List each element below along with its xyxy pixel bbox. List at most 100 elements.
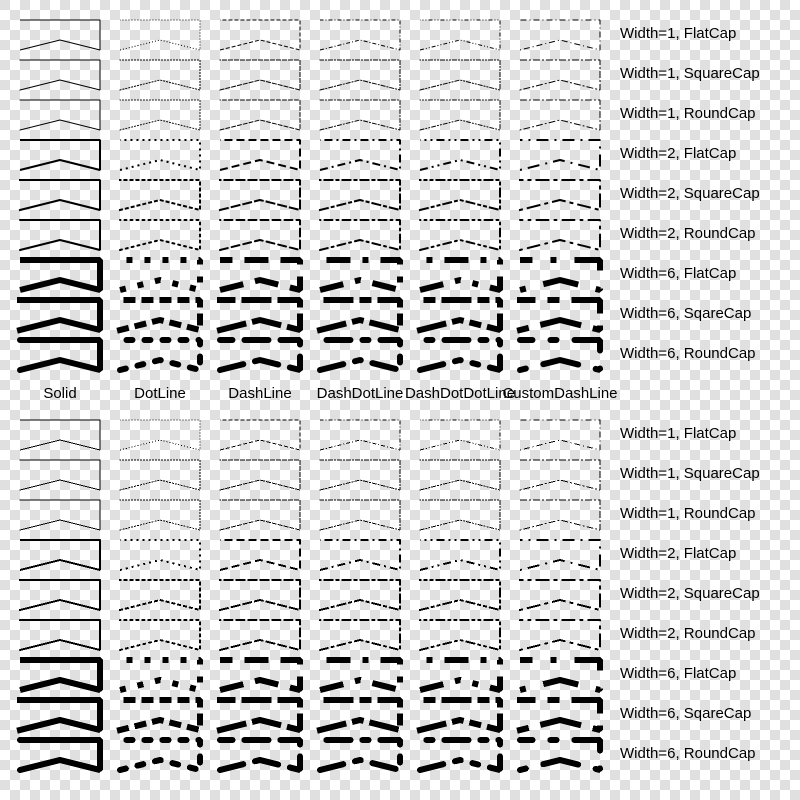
pen-sample-solid-row-6 [19, 619, 101, 651]
pen-sample-customdashline-row-2 [519, 59, 601, 91]
pen-sample-dashdotdotline-row-7 [419, 257, 503, 293]
pen-sample-dashdotline-row-5 [318, 179, 401, 212]
pen-sample-dotline-row-4 [119, 139, 201, 171]
pen-sample-dashdotline-row-7 [319, 257, 403, 293]
pen-sample-dotline-row-5 [118, 179, 201, 212]
pen-sample-customdashline-row-5 [518, 579, 601, 612]
pen-sample-solid-row-7 [19, 257, 103, 293]
pen-sample-solid-row-2 [19, 59, 101, 91]
pen-sample-customdashline-row-9 [517, 337, 603, 373]
pen-sample-customdashline-row-8 [516, 297, 603, 334]
pen-sample-dashdotdotline-row-5 [418, 579, 501, 612]
column-label: DashDotLine [316, 385, 404, 402]
row-label: Width=6, FlatCap [620, 265, 737, 282]
pen-sample-solid-row-8 [16, 297, 103, 334]
pen-sample-dashdotline-row-3 [319, 99, 401, 131]
pen-sample-customdashline-row-7 [519, 657, 603, 693]
row-label: Width=6, RoundCap [620, 345, 756, 362]
pen-sample-solid-row-3 [19, 499, 101, 531]
pen-sample-dashline-row-6 [219, 619, 301, 651]
row-label: Width=2, SquareCap [620, 185, 760, 202]
pen-sample-dashdotline-row-4 [319, 139, 401, 171]
pen-sample-customdashline-row-9 [517, 737, 603, 773]
pen-sample-dotline-row-6 [119, 219, 201, 251]
pen-sample-dashdotdotline-row-2 [419, 59, 501, 91]
pen-sample-dotline-row-4 [119, 539, 201, 571]
row-label: Width=6, RoundCap [620, 745, 756, 762]
pen-sample-dashdotdotline-row-9 [417, 737, 503, 773]
pen-sample-customdashline-row-3 [519, 99, 601, 131]
pen-sample-dashdotdotline-row-1 [419, 19, 501, 51]
pen-sample-customdashline-row-1 [519, 19, 601, 51]
column-label: DashLine [228, 385, 292, 402]
pen-sample-solid-row-5 [18, 179, 101, 212]
pen-sample-dashline-row-7 [219, 257, 303, 293]
pen-sample-dashline-row-7 [219, 657, 303, 693]
pen-sample-dashdotdotline-row-5 [418, 179, 501, 212]
column-label: Solid [43, 385, 77, 402]
pen-sample-dashline-row-6 [219, 219, 301, 251]
row-label: Width=6, FlatCap [620, 665, 737, 682]
pen-sample-solid-row-4 [19, 139, 101, 171]
row-label: Width=1, FlatCap [620, 425, 737, 442]
pen-sample-dashdotdotline-row-2 [419, 459, 501, 491]
row-label: Width=2, RoundCap [620, 625, 756, 642]
row-label: Width=1, RoundCap [620, 505, 756, 522]
pen-sample-dotline-row-3 [119, 99, 201, 131]
pen-sample-customdashline-row-7 [519, 257, 603, 293]
pen-sample-dashdotline-row-6 [319, 219, 401, 251]
pen-sample-dashdotdotline-row-3 [419, 499, 501, 531]
pen-sample-solid-row-2 [19, 459, 101, 491]
pen-sample-dashdotline-row-7 [319, 657, 403, 693]
pen-sample-customdashline-row-2 [519, 459, 601, 491]
pen-sample-dotline-row-8 [116, 297, 203, 334]
pen-sample-dashdotline-row-1 [319, 19, 401, 51]
row-label: Width=2, RoundCap [620, 225, 756, 242]
pen-sample-dashline-row-1 [219, 419, 301, 451]
pen-sample-dashdotline-row-2 [319, 459, 401, 491]
pen-sample-dotline-row-2 [119, 459, 201, 491]
pen-sample-solid-row-7 [19, 657, 103, 693]
pen-sample-dashline-row-1 [219, 19, 301, 51]
pen-sample-dashdotline-row-4 [319, 539, 401, 571]
row-label: Width=6, SqareCap [620, 705, 752, 722]
pen-sample-dotline-row-6 [119, 619, 201, 651]
row-label: Width=2, FlatCap [620, 545, 737, 562]
pen-sample-solid-row-4 [19, 539, 101, 571]
pen-sample-solid-row-1 [19, 19, 101, 51]
pen-sample-customdashline-row-4 [519, 139, 601, 171]
pen-sample-dashdotdotline-row-9 [417, 337, 503, 373]
pen-sample-solid-row-9 [17, 737, 103, 773]
pen-sample-customdashline-row-5 [518, 179, 601, 212]
pen-sample-dashline-row-9 [217, 737, 303, 773]
pen-sample-dashdotdotline-row-6 [419, 619, 501, 651]
pen-sample-dashdotline-row-8 [316, 697, 403, 734]
pen-sample-dotline-row-9 [117, 737, 203, 773]
row-label: Width=1, RoundCap [620, 105, 756, 122]
row-label: Width=1, FlatCap [620, 25, 737, 42]
pen-sample-dotline-row-8 [116, 697, 203, 734]
pen-sample-dotline-row-5 [118, 579, 201, 612]
pen-sample-dashdotline-row-6 [319, 619, 401, 651]
pen-sample-solid-row-1 [19, 419, 101, 451]
pen-sample-dashline-row-8 [216, 297, 303, 334]
pen-sample-dashline-row-4 [219, 539, 301, 571]
pen-sample-customdashline-row-6 [519, 619, 601, 651]
pen-sample-dashdotline-row-3 [319, 499, 401, 531]
pen-sample-dashdotdotline-row-7 [419, 657, 503, 693]
pen-sample-dashline-row-5 [218, 179, 301, 212]
pen-sample-solid-row-5 [18, 579, 101, 612]
pen-sample-solid-row-6 [19, 219, 101, 251]
row-label: Width=2, FlatCap [620, 145, 737, 162]
pen-sample-solid-row-9 [17, 337, 103, 373]
pen-sample-dashdotline-row-5 [318, 579, 401, 612]
pen-sample-dashline-row-3 [219, 499, 301, 531]
pen-sample-dotline-row-2 [119, 59, 201, 91]
column-label: DotLine [134, 385, 186, 402]
pen-sample-customdashline-row-4 [519, 539, 601, 571]
pen-sample-dashdotdotline-row-8 [416, 697, 503, 734]
pen-sample-solid-row-3 [19, 99, 101, 131]
pen-sample-customdashline-row-8 [516, 697, 603, 734]
pen-sample-customdashline-row-1 [519, 419, 601, 451]
